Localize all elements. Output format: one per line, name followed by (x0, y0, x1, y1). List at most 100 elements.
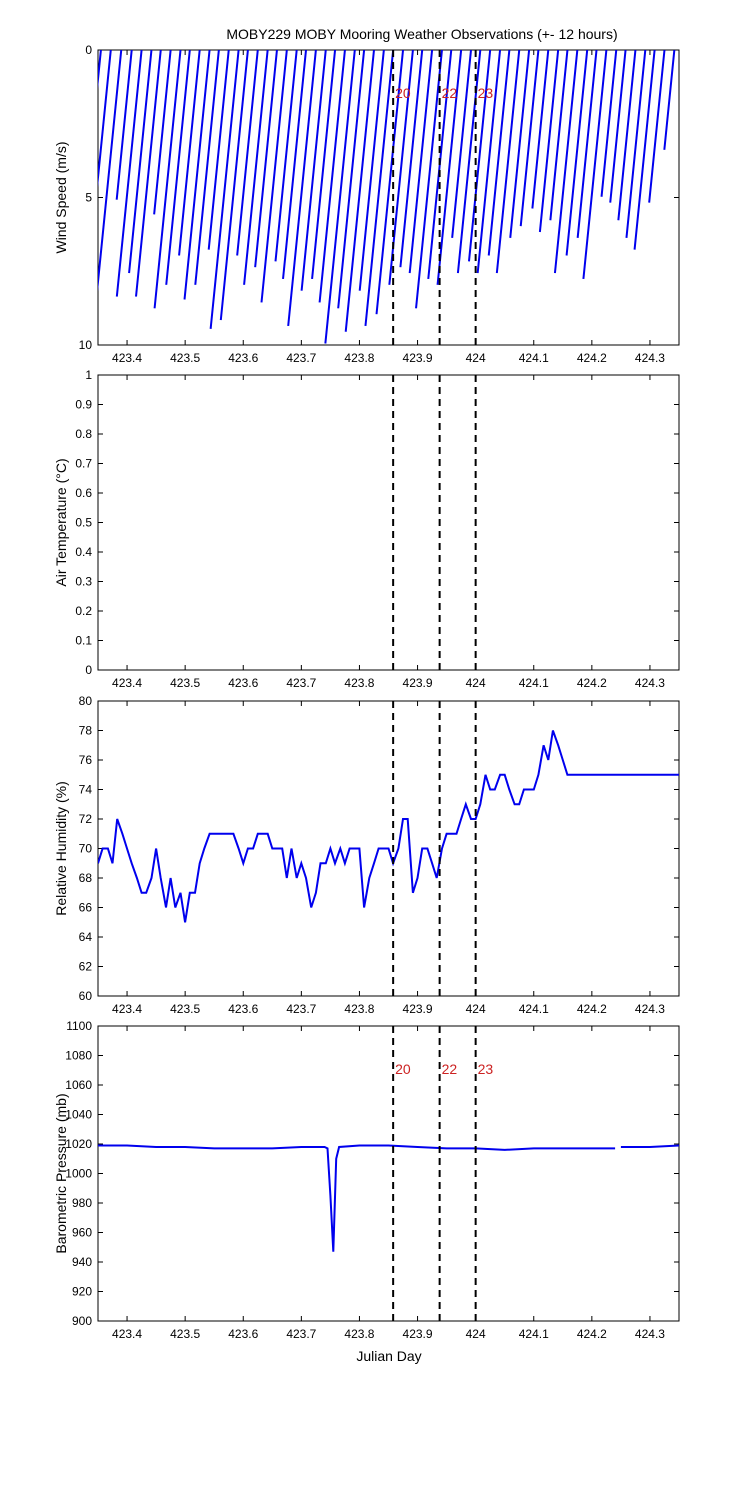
x-tick-label: 423.8 (344, 1002, 374, 1016)
y-tick-label: 900 (72, 1314, 92, 1328)
wind-stick (128, 50, 153, 274)
wind-stick (318, 50, 346, 303)
x-tick-label: 423.8 (344, 351, 374, 365)
y-tick-label: 940 (72, 1255, 92, 1269)
wind-stick (344, 50, 375, 332)
wind-stick (287, 50, 317, 327)
x-tick-label: 423.5 (170, 1327, 200, 1341)
wind-stick (282, 50, 307, 280)
wind-stick (451, 50, 472, 238)
wind-stick (311, 50, 337, 280)
wind-stick (358, 50, 385, 291)
y-tick-label: 0.7 (75, 457, 92, 471)
wind-stick (408, 50, 434, 274)
y-tick-label: 960 (72, 1226, 92, 1240)
wind-stick (324, 50, 356, 344)
wind-stick (254, 50, 278, 268)
y-tick-label: 1060 (65, 1078, 92, 1092)
x-tick-label: 424.3 (635, 676, 665, 690)
wind-stick (153, 50, 172, 215)
wind-stick (609, 50, 627, 203)
y-tick-label: 66 (79, 901, 93, 915)
x-tick-label: 424 (466, 1002, 486, 1016)
y-tick-label: 0 (85, 43, 92, 57)
wind-stick (617, 50, 637, 221)
wind-stick (178, 50, 201, 256)
wind-stick (519, 50, 540, 227)
wind-stick (648, 50, 666, 203)
y-tick-label: 70 (79, 842, 93, 856)
marker-label: 22 (442, 85, 458, 101)
wind-stick (495, 50, 521, 274)
y-tick-label: 1020 (65, 1137, 92, 1151)
x-tick-label: 423.7 (286, 1002, 316, 1016)
wind-stick (219, 50, 249, 321)
x-tick-label: 424.3 (635, 351, 665, 365)
x-tick-label: 423.8 (344, 1327, 374, 1341)
y-tick-label: 76 (79, 753, 93, 767)
x-tick-label: 423.5 (170, 351, 200, 365)
data-layer (98, 730, 679, 923)
wind-stick (300, 50, 327, 291)
plot-frame (97, 374, 680, 671)
y-tick-label: 1040 (65, 1108, 92, 1122)
wind-stick (415, 50, 443, 309)
wind-stick (375, 50, 405, 315)
marker-label: 20 (395, 1061, 411, 1077)
x-tick-label: 423.9 (403, 351, 433, 365)
panel-barometric-pressure: 423.4 423.5 423.6 423.7 423.8 423.9 424 424.1 42… (53, 1019, 680, 1341)
wind-stick (625, 50, 647, 238)
x-tick-label: 424.3 (635, 1327, 665, 1341)
y-tick-label: 0.6 (75, 486, 92, 500)
y-tick-label: 0.5 (75, 516, 92, 530)
y-tick-label: 1000 (65, 1167, 92, 1181)
wind-stick (194, 50, 220, 285)
y-tick-label: 980 (72, 1196, 92, 1210)
y-axis-label: Wind Speed (m/s) (53, 141, 69, 253)
y-axis-label: Relative Humidity (%) (53, 781, 69, 916)
wind-stick (243, 50, 269, 285)
x-axis-label: Julian Day (356, 1348, 421, 1364)
barometric-pressure-line (98, 1144, 679, 1252)
wind-stick (538, 50, 560, 233)
y-tick-label: 920 (72, 1285, 92, 1299)
x-tick-label: 423.4 (112, 676, 142, 690)
x-tick-label: 424 (466, 676, 486, 690)
panel-relative-humidity: 423.4 423.5 423.6 423.7 423.8 423.9 424 424.1 42… (53, 694, 680, 1016)
wind-stick (209, 50, 240, 329)
wind-stick (399, 50, 424, 268)
wind-stick (549, 50, 569, 221)
wind-stick (115, 50, 143, 297)
x-tick-label: 424.3 (635, 1002, 665, 1016)
marker-label: 23 (478, 1061, 494, 1077)
y-tick-label: 1 (85, 368, 92, 382)
wind-stick (467, 50, 492, 262)
x-tick-label: 423.7 (286, 351, 316, 365)
x-tick-label: 424.1 (519, 351, 549, 365)
y-tick-label: 0.1 (75, 634, 92, 648)
x-tick-label: 424 (466, 1327, 486, 1341)
wind-stick (633, 50, 656, 250)
wind-stick (582, 50, 608, 280)
marker-label: 23 (478, 85, 494, 101)
y-tick-label: 68 (79, 871, 93, 885)
y-tick-label: 80 (79, 694, 93, 708)
relative-humidity-line (98, 730, 679, 923)
wind-stick (576, 50, 598, 238)
x-tick-label: 423.6 (228, 1002, 258, 1016)
wind-stick (553, 50, 579, 274)
wind-stick (98, 50, 123, 292)
wind-stick (337, 50, 366, 309)
wind-stick (565, 50, 589, 256)
x-tick-label: 423.7 (286, 676, 316, 690)
y-tick-label: 0 (85, 663, 92, 677)
x-tick-label: 423.9 (403, 1002, 433, 1016)
wind-stick (663, 50, 676, 150)
wind-stick (98, 50, 112, 188)
wind-stick (153, 50, 182, 309)
x-tick-label: 423.6 (228, 1327, 258, 1341)
data-layer (98, 50, 676, 344)
y-tick-label: 74 (79, 783, 93, 797)
wind-stick (476, 50, 502, 274)
